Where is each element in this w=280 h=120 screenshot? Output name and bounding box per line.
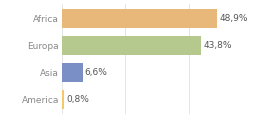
Bar <box>62 9 217 28</box>
Bar <box>62 90 64 109</box>
Text: 43,8%: 43,8% <box>203 41 232 50</box>
Bar <box>62 36 201 55</box>
Text: 0,8%: 0,8% <box>66 95 89 104</box>
Text: 6,6%: 6,6% <box>85 68 108 77</box>
Bar <box>62 63 83 82</box>
Text: 48,9%: 48,9% <box>219 14 248 23</box>
